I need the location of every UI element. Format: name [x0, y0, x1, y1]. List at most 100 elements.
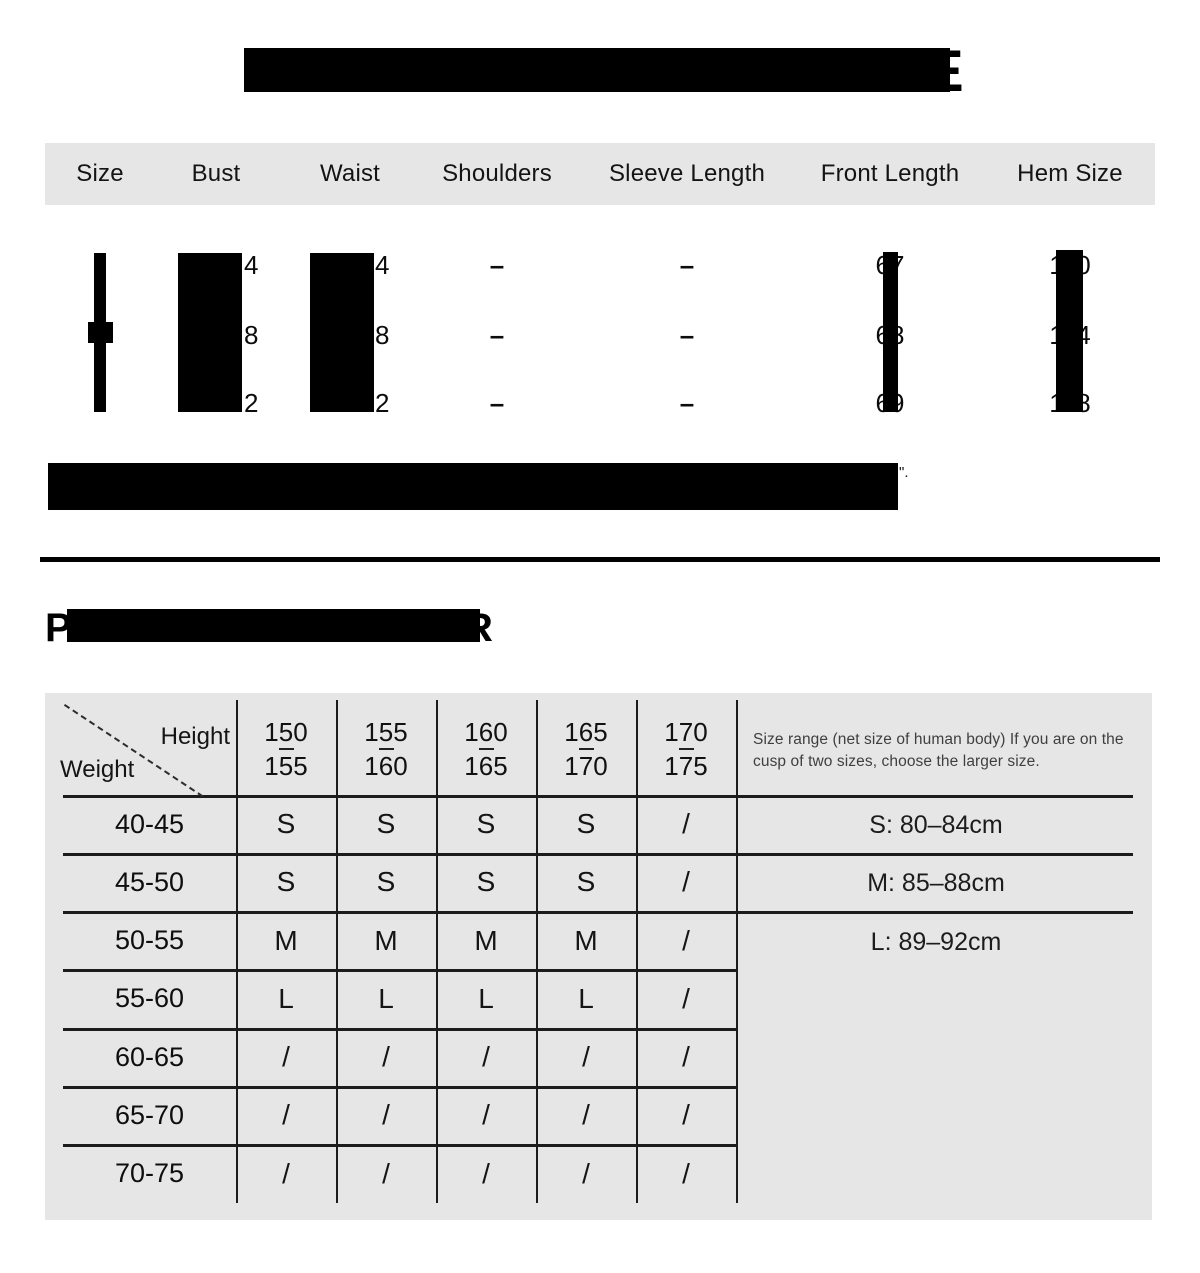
size-cell: /	[282, 1099, 290, 1131]
sleeve-length-value: –	[679, 250, 695, 280]
fit-table-vline	[736, 700, 738, 1203]
col-header-bust: Bust	[191, 160, 241, 187]
size-cell: S	[576, 866, 596, 898]
size-range-s: S: 80–84cm	[869, 811, 1003, 839]
range-dash	[578, 748, 594, 750]
size-table-header-bar	[45, 143, 1155, 205]
size-cell: /	[282, 1157, 290, 1189]
weight-row-label: 40-45	[114, 808, 185, 839]
size-cell: /	[482, 1157, 490, 1189]
size-cell: /	[682, 1041, 690, 1073]
height-from: 160	[464, 717, 508, 747]
size-range-note: Size range (net size of human body) If y…	[753, 730, 1124, 770]
fit-table-hline	[63, 1144, 737, 1147]
size-cell: /	[482, 1041, 490, 1073]
height-to: 170	[564, 751, 608, 781]
range-dash	[478, 748, 494, 750]
weight-row-label: 60-65	[114, 1041, 185, 1072]
size-cell: /	[682, 1157, 690, 1189]
size-cell: /	[282, 1041, 290, 1073]
col-header-shoulders: Shoulders	[442, 160, 552, 187]
size-cell: /	[682, 982, 690, 1014]
range-dash	[278, 748, 294, 750]
height-to: 155	[264, 751, 308, 781]
size-cell: /	[582, 1157, 590, 1189]
fit-table-panel	[45, 693, 1152, 1220]
fit-table-hline	[63, 911, 1133, 914]
size-cell: /	[382, 1041, 390, 1073]
height-to: 165	[464, 751, 508, 781]
size-cell: S	[276, 808, 296, 840]
size-cell: /	[582, 1099, 590, 1131]
size-cell: S	[376, 808, 396, 840]
shoulders-value: –	[489, 320, 505, 350]
bust-value-suffix: 8	[244, 320, 259, 350]
weight-row-label: 55-60	[114, 983, 185, 1014]
size-cell: /	[682, 1099, 690, 1131]
size-range-m: M: 85–88cm	[867, 869, 1005, 897]
size-cell: /	[682, 808, 690, 840]
page-title-redaction	[244, 48, 950, 92]
size-cell: /	[382, 1157, 390, 1189]
height-from: 165	[564, 717, 608, 747]
note-redaction	[48, 463, 898, 510]
size-cell: L	[378, 982, 394, 1014]
size-column-redaction-blob	[88, 322, 113, 343]
size-cell: S	[576, 808, 596, 840]
weight-row-label: 45-50	[114, 866, 185, 897]
size-cell: S	[476, 808, 496, 840]
corner-label-height: Height	[160, 723, 230, 750]
size-range-l: L: 89–92cm	[870, 928, 1002, 956]
fit-table-vline	[336, 700, 338, 1203]
height-header-row: 150 155 155 160 160 165 165 170 170 175	[236, 704, 736, 794]
col-header-sleeve-length: Sleeve Length	[608, 160, 766, 187]
waist-value-suffix: 4	[375, 250, 390, 280]
fit-table-vline	[436, 700, 438, 1203]
col-header-waist: Waist	[319, 160, 381, 187]
shoulders-value: –	[489, 250, 505, 280]
size-cell: S	[376, 866, 396, 898]
height-range-header: 160 165	[436, 704, 536, 794]
waist-value-suffix: 8	[375, 320, 390, 350]
height-from: 150	[264, 717, 308, 747]
height-to: 175	[664, 751, 708, 781]
weight-row-label: 50-55	[114, 925, 185, 956]
size-cell: /	[382, 1099, 390, 1131]
height-range-header: 155 160	[336, 704, 436, 794]
height-to: 160	[364, 751, 408, 781]
size-cell: /	[682, 866, 690, 898]
note-visible-suffix: ".	[899, 464, 909, 481]
height-from: 155	[364, 717, 408, 747]
size-cell: M	[274, 924, 298, 956]
range-dash	[378, 748, 394, 750]
fit-table-body: 40-45 S S S S / 45-50 S S S S / 50-55 M …	[63, 795, 736, 1203]
bust-value-suffix: 2	[244, 388, 259, 418]
size-cell: /	[482, 1099, 490, 1131]
size-cell: L	[478, 982, 494, 1014]
height-range-header: 165 170	[536, 704, 636, 794]
height-range-header: 170 175	[636, 704, 736, 794]
weight-row-label: 70-75	[114, 1158, 185, 1189]
height-from: 170	[664, 717, 708, 747]
corner-label-weight: Weight	[60, 756, 135, 783]
waist-value-suffix: 2	[375, 388, 390, 418]
sleeve-length-value: –	[679, 320, 695, 350]
bust-column-redaction	[178, 253, 242, 412]
section-divider	[40, 557, 1160, 562]
weight-row-label: 65-70	[114, 1099, 185, 1130]
col-header-size: Size	[76, 160, 124, 187]
hem-size-redaction	[1056, 250, 1083, 412]
range-dash	[678, 748, 694, 750]
size-cell: M	[474, 924, 498, 956]
col-header-front-length: Front Length	[820, 160, 960, 187]
bust-value-suffix: 4	[244, 250, 259, 280]
recommend-heading-redaction	[67, 609, 480, 642]
fit-table-hline	[63, 795, 1133, 798]
fit-table-hline	[63, 1028, 737, 1031]
fit-table-vline	[536, 700, 538, 1203]
fit-table-hline	[63, 853, 1133, 856]
size-cell: L	[578, 982, 594, 1014]
fit-table-hline	[63, 1086, 737, 1089]
front-length-redaction	[883, 252, 898, 412]
